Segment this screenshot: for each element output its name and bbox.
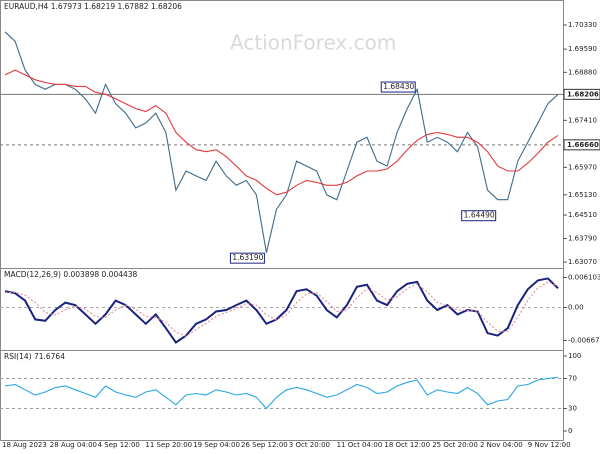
series-line [4, 69, 559, 196]
y-tick-label: 1.70330 [568, 21, 597, 29]
y-tick-label: 30 [568, 405, 577, 413]
y-tick-label: 1.64510 [568, 211, 597, 219]
x-tick-label: 11 Sep 20:00 [145, 441, 192, 449]
panel-title: EURAUD,H4 1.67973 1.68219 1.67882 1.6820… [4, 2, 182, 11]
y-tick-label: 1.65970 [568, 163, 597, 171]
x-tick-label: 26 Sep 12:00 [241, 441, 288, 449]
x-tick-label: 25 Oct 20:00 [432, 441, 478, 449]
annotation-box [461, 210, 497, 222]
y-tick-label: 1.68880 [568, 68, 597, 76]
y-tick-label: 70 [568, 375, 577, 383]
x-tick-label: 2 Nov 04:00 [480, 441, 523, 449]
series-line [4, 31, 559, 253]
y-tick-label: 1.67410 [568, 116, 597, 124]
annotation-box [229, 252, 265, 264]
series-line [4, 376, 559, 410]
price-tag-label: 1.66660 [567, 141, 599, 149]
y-tick-label: 0 [568, 427, 572, 435]
x-tick-label: 19 Sep 04:00 [193, 441, 240, 449]
y-tick-label: 0.006103 [568, 273, 600, 281]
x-tick-label: 18 Oct 12:00 [384, 441, 430, 449]
price-tag-label: 1.68206 [567, 90, 599, 98]
panel [0, 268, 564, 351]
panel-title: RSI(14) 71.6764 [4, 352, 65, 361]
y-tick-label: 0.00 [568, 304, 584, 312]
x-tick-label: 18 Aug 2023 [2, 441, 47, 449]
price-tag [563, 88, 600, 100]
watermark: ActionForex.com [230, 31, 396, 55]
series-line [4, 277, 559, 344]
x-tick-label: 9 Nov 12:00 [528, 441, 571, 449]
annotation-label: 1.64490 [464, 211, 495, 220]
series-line [4, 281, 559, 337]
y-tick-label: 1.69590 [568, 45, 597, 53]
y-tick-label: 1.63070 [568, 258, 597, 266]
annotation-box [380, 81, 416, 93]
x-tick-label: 11 Oct 04:00 [337, 441, 383, 449]
x-tick-label: 28 Aug 04:00 [50, 441, 97, 449]
price-tag [563, 139, 600, 151]
annotation-label: 1.68430 [383, 82, 414, 91]
annotation-label: 1.63190 [232, 253, 263, 262]
x-tick-label: 4 Sep 12:00 [98, 441, 140, 449]
y-tick-label: -0.006679 [568, 336, 600, 344]
panel [0, 350, 564, 441]
panel-title: MACD(12,26,9) 0.003898 0.004438 [4, 270, 138, 279]
y-tick-label: 100 [568, 352, 581, 360]
y-tick-label: 1.65130 [568, 191, 597, 199]
x-tick-label: 3 Oct 20:00 [289, 441, 330, 449]
y-tick-label: 1.63790 [568, 235, 597, 243]
